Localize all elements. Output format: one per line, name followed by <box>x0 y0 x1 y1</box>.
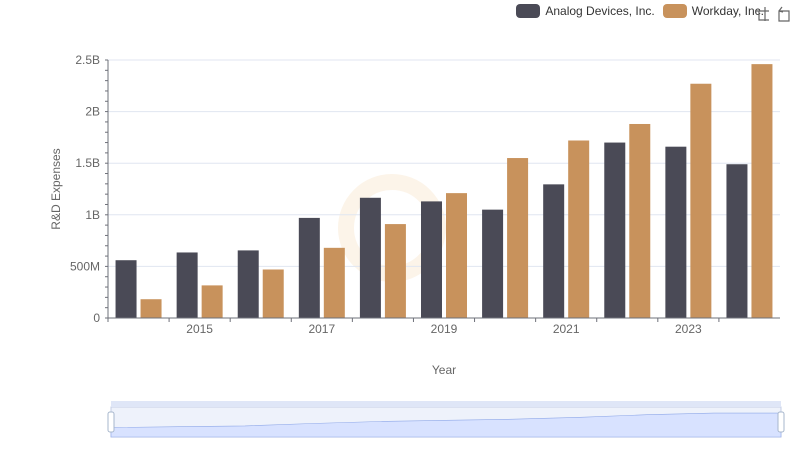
y-tick-label: 1.5B <box>75 156 100 170</box>
x-tick-label: 2019 <box>431 322 458 336</box>
x-tick-label: 2015 <box>186 322 213 336</box>
bar-analog-devices-2015[interactable] <box>176 252 198 318</box>
toolbox <box>754 6 792 22</box>
bar-analog-devices-2022[interactable] <box>604 142 626 318</box>
zoom-handle-right[interactable] <box>777 411 785 433</box>
y-tick-label: 500M <box>70 259 100 273</box>
bar-analog-devices-2024[interactable] <box>726 164 748 318</box>
bar-workday-2018[interactable] <box>384 224 406 318</box>
bar-analog-devices-2014[interactable] <box>115 260 137 318</box>
bars <box>115 64 773 319</box>
bar-analog-devices-2023[interactable] <box>665 146 687 318</box>
axes: 0 500M 1B 1.5B 2B 2.5B 2015 2017 2019 2021 2023 <box>70 53 780 336</box>
y-axis-label: R&D Expenses <box>49 148 63 229</box>
bar-workday-2022[interactable] <box>629 123 651 318</box>
bar-workday-2019[interactable] <box>446 193 467 318</box>
legend-swatch-workday <box>662 4 687 18</box>
data-zoom-slider[interactable] <box>107 401 785 438</box>
x-tick-label: 2021 <box>553 322 580 336</box>
x-axis-label: Year <box>432 363 456 377</box>
zoom-handle-left[interactable] <box>107 411 115 433</box>
bar-analog-devices-2016[interactable] <box>237 250 259 318</box>
bar-workday-2024[interactable] <box>751 64 773 319</box>
y-tick-label: 0 <box>93 311 100 325</box>
bar-workday-2017[interactable] <box>323 247 345 318</box>
y-tick-label: 2B <box>85 105 100 119</box>
bar-workday-2014[interactable] <box>140 299 162 318</box>
legend-swatch-analog-devices <box>516 4 541 18</box>
zoom-preview-area <box>110 412 782 438</box>
legend-label-analog-devices: Analog Devices, Inc. <box>545 4 655 18</box>
zoom-icon[interactable] <box>754 6 770 22</box>
bar-analog-devices-2018[interactable] <box>359 197 381 318</box>
bar-workday-2021[interactable] <box>568 140 590 318</box>
y-tick-label: 1B <box>85 208 100 222</box>
bar-analog-devices-2020[interactable] <box>482 209 504 318</box>
restore-icon[interactable] <box>776 6 792 22</box>
legend: Analog Devices, Inc. Workday, Inc. <box>516 4 764 18</box>
bar-workday-2015[interactable] <box>201 285 223 318</box>
bar-analog-devices-2021[interactable] <box>543 184 565 318</box>
x-tick-label: 2017 <box>308 322 335 336</box>
bar-workday-2020[interactable] <box>507 158 529 318</box>
zoom-move-bar[interactable] <box>111 401 781 407</box>
bar-workday-2016[interactable] <box>262 269 284 318</box>
legend-item-analog-devices[interactable]: Analog Devices, Inc. <box>516 4 655 18</box>
bar-workday-2023[interactable] <box>690 83 712 319</box>
legend-label-workday: Workday, Inc. <box>691 4 764 18</box>
legend-item-workday[interactable]: Workday, Inc. <box>662 4 764 18</box>
y-tick-label: 2.5B <box>75 53 100 67</box>
bar-analog-devices-2017[interactable] <box>298 217 320 318</box>
x-tick-label: 2023 <box>675 322 702 336</box>
bar-analog-devices-2019[interactable] <box>421 201 442 318</box>
